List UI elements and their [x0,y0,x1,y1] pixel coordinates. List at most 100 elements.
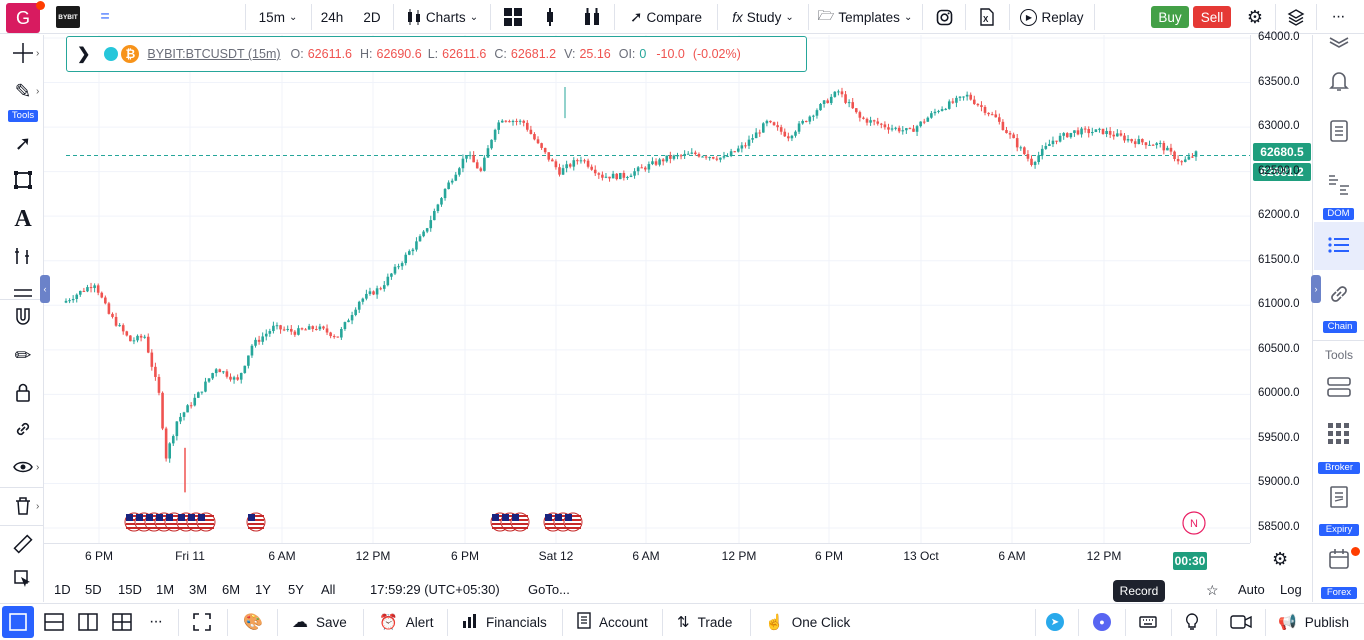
menu-icon[interactable]: = [100,8,110,25]
layers-icon[interactable] [1284,0,1308,34]
range-24h-button[interactable]: 24h [320,9,344,25]
bell-icon[interactable] [1323,65,1355,97]
range-button-all[interactable]: All [321,582,336,597]
one-click-button[interactable]: ☝ One Click [765,604,850,640]
layers-icon[interactable] [1323,21,1355,53]
contract-icon[interactable] [1323,481,1355,513]
range-button-5d[interactable]: 5D [85,582,102,597]
clock[interactable]: 17:59:29 (UTC+05:30) [370,582,500,597]
instagram-icon[interactable] [930,0,958,34]
range-button-1m[interactable]: 1M [156,582,175,597]
discord-icon[interactable]: ● [1093,604,1111,640]
telegram-icon[interactable]: ➤ [1046,604,1064,640]
dom-icon[interactable] [1323,168,1355,200]
range-button-1y[interactable]: 1Y [255,582,271,597]
buy-button[interactable]: Buy [1151,6,1189,28]
time-axis[interactable]: 00:30 6 PM Fri 11 6 AM 12 PM 6 PM Sat 12 6 AM 1… [44,543,1250,577]
calendar-icon[interactable] [1323,543,1355,575]
chevron-right-icon[interactable]: › [36,462,40,473]
star-icon[interactable]: ☆ [1206,582,1219,598]
server-icon[interactable] [1323,371,1355,403]
save-button[interactable]: ☁ Save [292,604,347,640]
replay-button[interactable]: ▶ Replay [1016,0,1088,34]
chain-link-icon[interactable] [1323,278,1355,310]
trade-button[interactable]: ⇅ Trade [677,604,732,640]
candle-body [171,436,175,444]
interval-select[interactable]: 15m ⌄ [250,0,306,34]
more-menu-icon[interactable]: ··· [1331,8,1346,25]
candle-body [701,156,704,158]
rectangle-icon[interactable] [8,166,38,194]
candle-style-icon[interactable] [537,0,563,34]
symbol-name[interactable]: BYBIT:BTCUSDT (15m) [147,47,281,61]
candle-body [822,100,826,104]
price-axis[interactable]: 62680.5 62681.2 64000.0 63500.0 63000.0 625… [1250,31,1312,543]
more-layouts-icon[interactable]: ··· [149,613,163,630]
layout-single-icon[interactable] [2,606,34,638]
financials-button[interactable]: Financials [462,604,547,640]
grid-dots-icon[interactable] [1323,418,1355,450]
range-button-1d[interactable]: 1D [54,582,71,597]
chart-settings-icon[interactable]: ⚙ [1272,549,1289,569]
range-button-15d[interactable]: 15D [118,582,142,597]
price-chart[interactable]: N [44,35,1250,543]
ruler-icon[interactable] [8,530,38,558]
layout-4grid-icon[interactable] [112,604,132,640]
link-icon[interactable] [8,415,38,443]
trash-icon[interactable] [8,492,38,520]
tools-badge: Tools [8,110,38,122]
lock-icon[interactable] [8,378,38,406]
cursor-arrow-icon[interactable]: ➚ [14,132,32,155]
charts-button[interactable]: Charts ⌄ [400,0,484,34]
chevron-right-icon[interactable]: ❯ [77,46,91,63]
layout-2col-icon[interactable] [78,604,98,640]
study-button[interactable]: fx Study ⌄ [724,0,802,34]
watchlist-icon[interactable] [1323,115,1355,147]
publish-button[interactable]: 📢 Publish [1278,604,1349,640]
sell-button[interactable]: Sell [1193,6,1231,28]
range-button-3m[interactable]: 3M [189,582,208,597]
magnet-icon[interactable] [8,303,38,331]
text-tool-icon[interactable]: A [14,205,32,232]
candle-body [490,139,493,149]
app-logo[interactable]: G [6,3,40,33]
templates-button[interactable]: 🗁 Templates ⌄ [814,0,916,34]
measure-tool-icon[interactable] [8,242,38,270]
layout-2row-icon[interactable] [44,604,64,640]
keyboard-icon[interactable] [1139,604,1157,640]
candle-body [493,129,497,140]
pencil-icon[interactable]: ✎ [14,80,32,103]
fullscreen-icon[interactable] [193,604,213,640]
auto-scale-button[interactable]: Auto [1238,582,1265,597]
range-button-5y[interactable]: 5Y [288,582,304,597]
eye-icon[interactable] [8,453,38,481]
lightbulb-icon[interactable] [1185,604,1199,640]
collapse-right-handle[interactable]: › [1311,275,1321,303]
news-marker[interactable]: N [1182,511,1206,535]
log-scale-button[interactable]: Log [1280,582,1302,597]
alert-button[interactable]: ⏰ Alert [379,604,433,640]
compare-button[interactable]: ➚ Compare [622,0,710,34]
lock-pencil-icon[interactable]: ✏ [14,344,32,367]
layout-grid-icon[interactable] [500,0,526,34]
goto-button[interactable]: GoTo... [528,582,570,597]
chevron-right-icon[interactable]: › [36,48,40,59]
palette-icon[interactable]: 🎨 [243,614,263,631]
chevron-right-icon[interactable]: › [36,501,40,512]
lines-tool-icon[interactable] [8,279,38,307]
object-tree-icon[interactable] [8,565,38,593]
exchange-logo[interactable]: BYBIT [56,6,80,28]
range-button-6m[interactable]: 6M [222,582,241,597]
collapse-left-handle[interactable]: ‹ [40,275,50,303]
candle-body [347,320,350,323]
video-camera-icon[interactable] [1230,604,1252,640]
gear-icon[interactable]: ⚙ [1246,6,1264,27]
range-2d-button[interactable]: 2D [363,9,381,25]
crosshair-icon[interactable] [8,39,38,67]
candle-body [218,369,222,373]
list-icon[interactable] [1323,229,1355,261]
account-button[interactable]: Account [577,604,648,640]
excel-icon[interactable]: X [973,0,1001,34]
chevron-right-icon[interactable]: › [36,86,40,97]
bars-style-icon[interactable] [579,0,605,34]
